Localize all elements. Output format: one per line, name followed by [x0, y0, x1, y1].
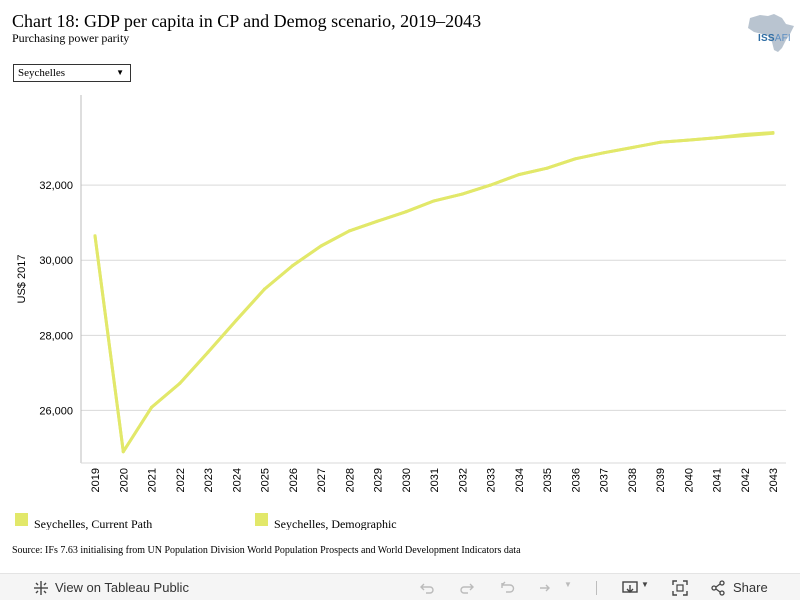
x-tick-label: 2030 [401, 468, 413, 492]
legend-swatch [255, 513, 268, 526]
toolbar-divider [596, 581, 597, 595]
x-tick-label: 2023 [203, 468, 215, 492]
data-point[interactable] [658, 140, 662, 144]
fullscreen-icon[interactable] [671, 579, 689, 597]
data-point[interactable] [489, 183, 492, 187]
country-dropdown[interactable]: Seychelles ▼ [13, 64, 131, 82]
x-tick-label: 2038 [627, 468, 639, 492]
x-tick-labels: 2019 2020 2021 2022 2023 2024 2025 2026 2027 2028… [90, 468, 780, 492]
x-tick-label: 2025 [260, 468, 272, 492]
data-point[interactable] [686, 138, 690, 142]
x-tick-label: 2033 [486, 468, 498, 492]
data-point[interactable] [573, 157, 577, 161]
data-point[interactable] [263, 287, 266, 291]
revert-icon[interactable] [498, 579, 516, 597]
data-point[interactable] [545, 166, 549, 170]
x-tick-label: 2026 [288, 468, 300, 492]
source-note: Source: IFs 7.63 initialising from UN Po… [12, 545, 521, 556]
africa-map-logo [748, 14, 794, 52]
x-tick-label: 2034 [514, 468, 526, 492]
refresh-menu-chevron-icon[interactable]: ▼ [564, 580, 572, 589]
download-icon[interactable] [621, 579, 639, 597]
data-point[interactable] [460, 192, 464, 196]
chart-title: Chart 18: GDP per capita in CP and Demog… [12, 11, 482, 31]
data-point[interactable] [291, 263, 295, 267]
x-tick-label: 2027 [316, 468, 328, 492]
share-label: Share [733, 580, 768, 595]
data-point[interactable] [150, 405, 153, 409]
data-point[interactable] [347, 229, 351, 233]
y-tick-label: 28,000 [39, 330, 73, 342]
data-point[interactable] [630, 146, 634, 150]
series-line-0[interactable] [93, 131, 775, 454]
data-point[interactable] [234, 318, 238, 322]
x-tick-label: 2036 [570, 468, 582, 492]
view-on-tableau-label: View on Tableau Public [55, 580, 189, 595]
series-line-1[interactable] [93, 131, 775, 454]
redo-icon[interactable] [458, 579, 476, 597]
download-menu-chevron-icon[interactable]: ▼ [641, 580, 649, 589]
x-tick-label: 2041 [712, 468, 724, 492]
line-chart: 26,000 28,000 30,000 32,000 2019 2020 2021 202… [16, 95, 786, 492]
undo-icon[interactable] [418, 579, 436, 597]
x-tick-label: 2029 [373, 468, 385, 492]
data-point[interactable] [93, 234, 97, 238]
gridlines [81, 184, 786, 411]
chart-subtitle: Purchasing power parity [12, 31, 130, 45]
data-point[interactable] [178, 381, 182, 385]
x-tick-label: 2028 [344, 468, 356, 492]
x-tick-label: 2035 [542, 468, 554, 492]
iss-logo-text: ISSAFI [758, 33, 791, 44]
legend: Seychelles, Current Path Seychelles, Demo… [0, 512, 800, 530]
data-point[interactable] [715, 136, 718, 140]
data-point[interactable] [743, 132, 747, 136]
y-tick-label: 26,000 [39, 405, 73, 417]
data-point[interactable] [517, 173, 521, 177]
x-tick-label: 2039 [655, 468, 667, 492]
series-lines [93, 131, 775, 454]
y-tick-labels: 26,000 28,000 30,000 32,000 [39, 180, 73, 417]
x-tick-label: 2037 [599, 468, 611, 492]
country-dropdown-value: Seychelles [18, 67, 66, 79]
x-tick-label: 2021 [147, 468, 159, 492]
data-point[interactable] [319, 244, 323, 248]
legend-label: Seychelles, Current Path [34, 517, 153, 530]
x-tick-label: 2040 [683, 468, 695, 492]
refresh-icon[interactable] [536, 579, 554, 597]
x-tick-label: 2031 [429, 468, 441, 492]
x-tick-label: 2020 [118, 468, 130, 492]
data-point[interactable] [404, 210, 408, 214]
legend-label: Seychelles, Demographic [274, 517, 397, 530]
x-tick-label: 2024 [231, 468, 243, 492]
data-point[interactable] [376, 219, 379, 223]
chevron-down-icon: ▼ [116, 68, 124, 77]
y-tick-label: 30,000 [39, 255, 73, 267]
legend-swatch [15, 513, 28, 526]
data-point[interactable] [206, 350, 210, 354]
data-point[interactable] [602, 151, 605, 155]
share-icon [711, 580, 725, 596]
y-axis-label: US$ 2017 [16, 255, 28, 304]
x-tick-label: 2032 [457, 468, 469, 492]
logo-text-main: ISS [758, 33, 775, 44]
legend-item[interactable]: Seychelles, Current Path [15, 512, 215, 530]
x-tick-label: 2042 [740, 468, 752, 492]
data-point[interactable] [771, 131, 775, 135]
x-tick-label: 2043 [768, 468, 780, 492]
tableau-icon [34, 581, 48, 595]
legend-item[interactable]: Seychelles, Demographic [255, 512, 455, 530]
data-point[interactable] [121, 450, 125, 454]
x-tick-label: 2022 [175, 468, 187, 492]
logo-text-sub: AFI [774, 33, 791, 44]
y-tick-label: 32,000 [39, 180, 73, 192]
data-point[interactable] [432, 199, 436, 203]
tableau-toolbar: View on Tableau Public ▼ ▼ Share [0, 573, 800, 600]
x-tick-label: 2019 [90, 468, 102, 492]
